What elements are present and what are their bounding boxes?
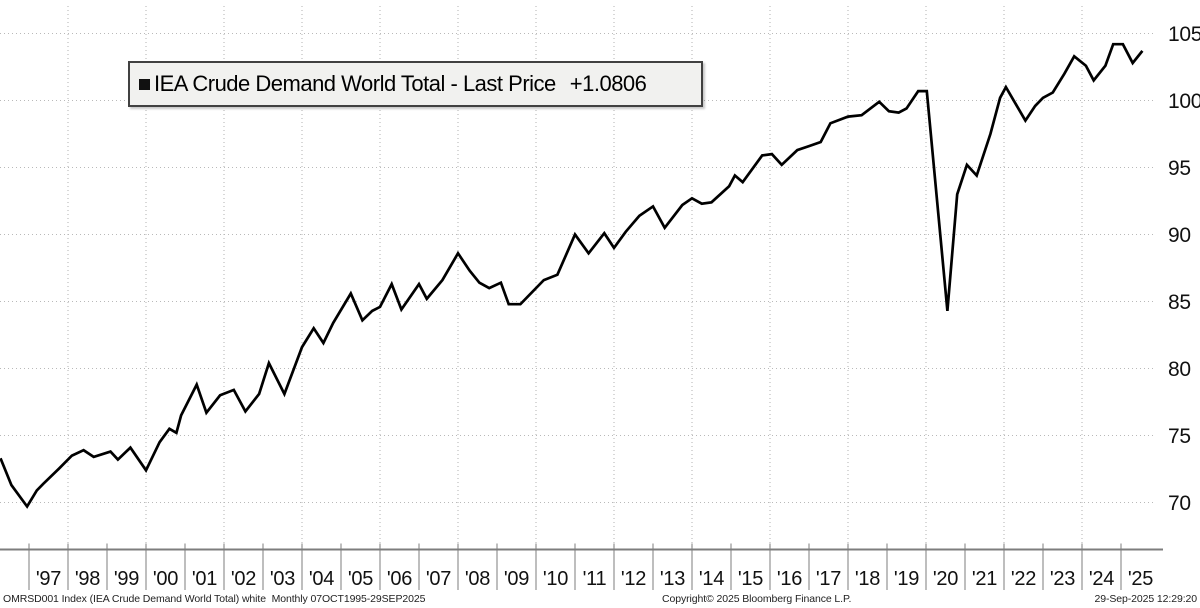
x-tick-label: '24 <box>1089 568 1114 590</box>
y-tick-label: 80 <box>1168 358 1191 381</box>
x-tick-label: '25 <box>1128 568 1153 590</box>
footer-copyright: Copyright© 2025 Bloomberg Finance L.P. <box>662 593 852 605</box>
x-tick-label: '22 <box>1011 568 1036 590</box>
x-tick-label: '03 <box>270 568 295 590</box>
x-tick-label: '00 <box>153 568 178 590</box>
x-tick-label: '16 <box>777 568 802 590</box>
y-tick-label: 85 <box>1168 291 1191 314</box>
series-label: IEA Crude Demand World Total - Last Pric… <box>154 71 556 96</box>
x-tick-label: '97 <box>36 568 61 590</box>
x-tick-label: '20 <box>933 568 958 590</box>
x-tick-label: '21 <box>972 568 997 590</box>
x-tick-label: '02 <box>231 568 256 590</box>
x-tick-label: '08 <box>465 568 490 590</box>
x-tick-label: '17 <box>816 568 841 590</box>
legend-box[interactable]: IEA Crude Demand World Total - Last Pric… <box>128 61 703 107</box>
footer-timestamp: 29-Sep-2025 12:29:20 <box>1094 593 1197 605</box>
x-tick-label: '14 <box>699 568 724 590</box>
y-tick-label: 75 <box>1168 425 1191 448</box>
x-tick-label: '12 <box>621 568 646 590</box>
series-marker-icon <box>139 78 150 90</box>
last-change-value: +1.0806 <box>569 71 647 96</box>
y-tick-label: 100 <box>1168 90 1200 113</box>
x-tick-label: '07 <box>426 568 451 590</box>
y-tick-label: 95 <box>1168 157 1191 180</box>
x-tick-label: '13 <box>660 568 685 590</box>
x-tick-label: '04 <box>309 568 334 590</box>
x-tick-label: '18 <box>855 568 880 590</box>
x-tick-label: '19 <box>894 568 919 590</box>
footer-ticker-description: OMRSD001 Index (IEA Crude Demand World T… <box>3 593 426 605</box>
y-tick-label: 70 <box>1168 492 1191 515</box>
x-tick-label: '98 <box>75 568 100 590</box>
price-line <box>0 42 1144 509</box>
x-tick-label: '99 <box>114 568 139 590</box>
x-tick-label: '10 <box>543 568 568 590</box>
y-tick-label: 105 <box>1168 23 1200 46</box>
x-tick-label: '05 <box>348 568 373 590</box>
x-tick-label: '06 <box>387 568 412 590</box>
x-tick-label: '15 <box>738 568 763 590</box>
x-tick-label: '01 <box>192 568 217 590</box>
x-tick-label: '11 <box>583 568 607 590</box>
x-tick-label: '23 <box>1050 568 1075 590</box>
y-tick-label: 90 <box>1168 224 1191 247</box>
x-tick-label: '09 <box>504 568 529 590</box>
